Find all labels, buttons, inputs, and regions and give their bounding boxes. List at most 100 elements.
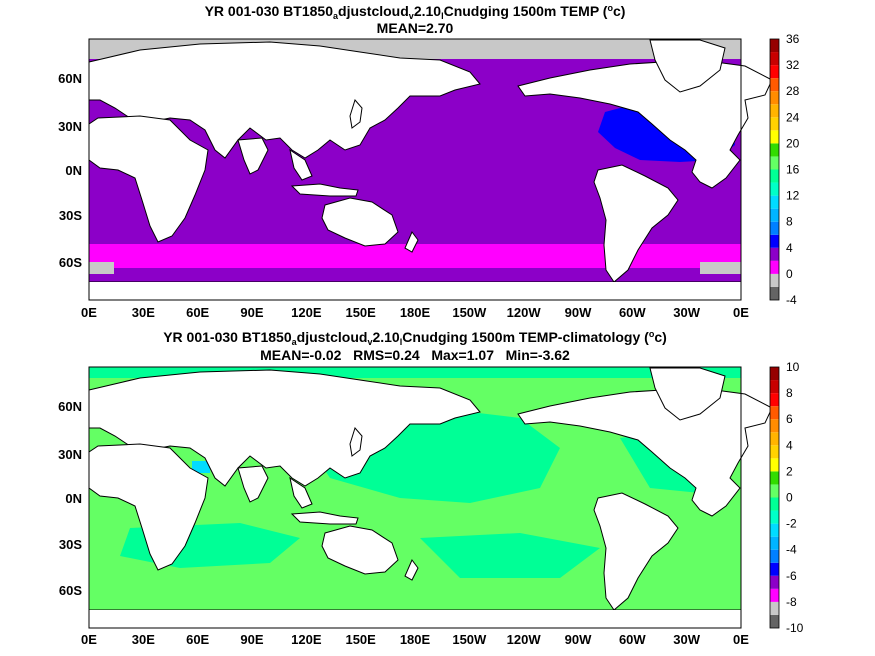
bottom-xlabel-6: 180E <box>400 632 431 647</box>
top-colorbar-swatch <box>770 195 779 209</box>
top-xlabel-8: 120W <box>507 305 542 320</box>
bottom-ylabel-60s: 60S <box>59 583 82 598</box>
bottom-colorbar-swatch <box>770 406 779 420</box>
top-colorbar-label-4: 20 <box>786 136 800 150</box>
top-colorbar-swatch <box>770 247 779 261</box>
bottom-colorbar-label-0: 10 <box>786 360 800 374</box>
bottom-colorbar: 10 8 6 4 2 0 -2 -4 -6 -8 -10 <box>769 360 804 635</box>
top-colorbar-label-3: 24 <box>786 110 800 124</box>
bottom-map <box>88 366 773 629</box>
bottom-colorbar-label-8: -6 <box>786 569 797 583</box>
top-colorbar: 36 32 28 24 20 16 12 8 4 0 -4 <box>769 32 800 307</box>
top-colorbar-label-9: 0 <box>786 267 793 281</box>
top-colorbar-label-5: 16 <box>786 163 800 177</box>
bottom-colorbar-swatch <box>770 380 779 394</box>
bottom-frame <box>88 366 742 629</box>
top-title: YR 001-030 BT1850adjustcloudv2.10lCnudgi… <box>204 3 626 21</box>
bottom-colorbar-swatch <box>770 367 779 381</box>
bottom-colorbar-label-3: 4 <box>786 438 793 452</box>
bottom-x-axis: 0E 30E 60E 90E 120E 150E 180E 150W 120W 90W 60W 30W… <box>81 632 749 647</box>
top-ylabel-60n: 60N <box>58 71 82 86</box>
bottom-ylabel-30s: 30S <box>59 537 82 552</box>
bottom-ylabel-30n: 30N <box>58 447 82 462</box>
bottom-colorbar-label-4: 2 <box>786 464 793 478</box>
bottom-colorbar-swatch <box>770 588 779 602</box>
top-colorbar-label-6: 12 <box>786 189 800 203</box>
top-colorbar-swatch <box>770 208 779 222</box>
top-colorbar-label-8: 4 <box>786 241 793 255</box>
bottom-xlabel-4: 120E <box>291 632 322 647</box>
top-colorbar-label-7: 8 <box>786 215 793 229</box>
top-colorbar-swatch <box>770 104 779 118</box>
bottom-xlabel-2: 60E <box>186 632 209 647</box>
top-map <box>88 38 773 301</box>
top-colorbar-swatch <box>770 156 779 170</box>
top-xlabel-6: 180E <box>400 305 431 320</box>
bottom-colorbar-label-1: 8 <box>786 386 793 400</box>
top-xlabel-1: 30E <box>132 305 155 320</box>
top-xlabel-9: 90W <box>565 305 592 320</box>
bottom-colorbar-swatch <box>770 432 779 446</box>
bottom-colorbar-swatch <box>770 562 779 576</box>
bottom-colorbar-label-2: 6 <box>786 412 793 426</box>
bottom-colorbar-swatch <box>770 497 779 511</box>
bottom-colorbar-label-5: 0 <box>786 491 793 505</box>
bottom-colorbar-frame <box>769 366 780 629</box>
bottom-colorbar-swatch <box>770 393 779 407</box>
bottom-colorbar-swatch <box>770 601 779 615</box>
bottom-xlabel-3: 90E <box>240 632 263 647</box>
bottom-xlabel-1: 30E <box>132 632 155 647</box>
top-colorbar-swatch <box>770 286 779 300</box>
top-colorbar-swatch <box>770 52 779 66</box>
top-colorbar-swatch <box>770 169 779 183</box>
bottom-stats: MEAN=-0.02 RMS=0.24 Max=1.07 Min=-3.62 <box>260 347 570 363</box>
top-southern-band <box>89 244 741 268</box>
top-colorbar-label-0: 36 <box>786 32 800 46</box>
top-colorbar-swatch <box>770 39 779 53</box>
bottom-xlabel-12: 0E <box>733 632 749 647</box>
top-ylabel-60s: 60S <box>59 255 82 270</box>
top-colorbar-swatch <box>770 78 779 92</box>
bottom-xlabel-7: 150W <box>452 632 487 647</box>
top-stats: MEAN=2.70 <box>376 20 454 36</box>
bottom-xlabel-11: 30W <box>673 632 700 647</box>
top-colorbar-frame <box>769 38 780 301</box>
top-xlabel-2: 60E <box>186 305 209 320</box>
bottom-colorbar-swatch <box>770 536 779 550</box>
bottom-colorbar-label-10: -10 <box>786 621 804 635</box>
top-colorbar-swatch <box>770 273 779 287</box>
top-ylabel-30s: 30S <box>59 208 82 223</box>
top-colorbar-swatch <box>770 260 779 274</box>
bottom-colorbar-swatch <box>770 484 779 498</box>
bottom-colorbar-swatch <box>770 419 779 433</box>
top-ylabel-0n: 0N <box>65 163 82 178</box>
bottom-y-axis: 60N 30N 0N 30S 60S <box>58 399 82 598</box>
bottom-colorbar-swatch <box>770 471 779 485</box>
top-x-axis: 0E 30E 60E 90E 120E 150E 180E 150W 120W 90W 60W 30W… <box>81 305 749 320</box>
top-xlabel-7: 150W <box>452 305 487 320</box>
top-xlabel-10: 60W <box>619 305 646 320</box>
top-colorbar-label-1: 32 <box>786 58 800 72</box>
bottom-ylabel-60n: 60N <box>58 399 82 414</box>
top-xlabel-5: 150E <box>345 305 376 320</box>
top-colorbar-swatch <box>770 65 779 79</box>
bottom-xlabel-0: 0E <box>81 632 97 647</box>
top-colorbar-label-2: 28 <box>786 84 800 98</box>
top-colorbar-swatch <box>770 117 779 131</box>
bottom-xlabel-10: 60W <box>619 632 646 647</box>
bottom-colorbar-label-9: -8 <box>786 595 797 609</box>
bottom-colorbar-swatch <box>770 523 779 537</box>
bottom-colorbar-label-7: -4 <box>786 543 797 557</box>
bottom-xlabel-5: 150E <box>345 632 376 647</box>
bottom-colorbar-swatch <box>770 614 779 628</box>
top-colorbar-label-10: -4 <box>786 293 797 307</box>
top-ylabel-30n: 30N <box>58 119 82 134</box>
top-colorbar-swatch <box>770 130 779 144</box>
bottom-xlabel-8: 120W <box>507 632 542 647</box>
bottom-colorbar-swatch <box>770 445 779 459</box>
bottom-colorbar-swatch <box>770 549 779 563</box>
top-colorbar-swatch <box>770 221 779 235</box>
top-xlabel-11: 30W <box>673 305 700 320</box>
bottom-ylabel-0n: 0N <box>65 491 82 506</box>
